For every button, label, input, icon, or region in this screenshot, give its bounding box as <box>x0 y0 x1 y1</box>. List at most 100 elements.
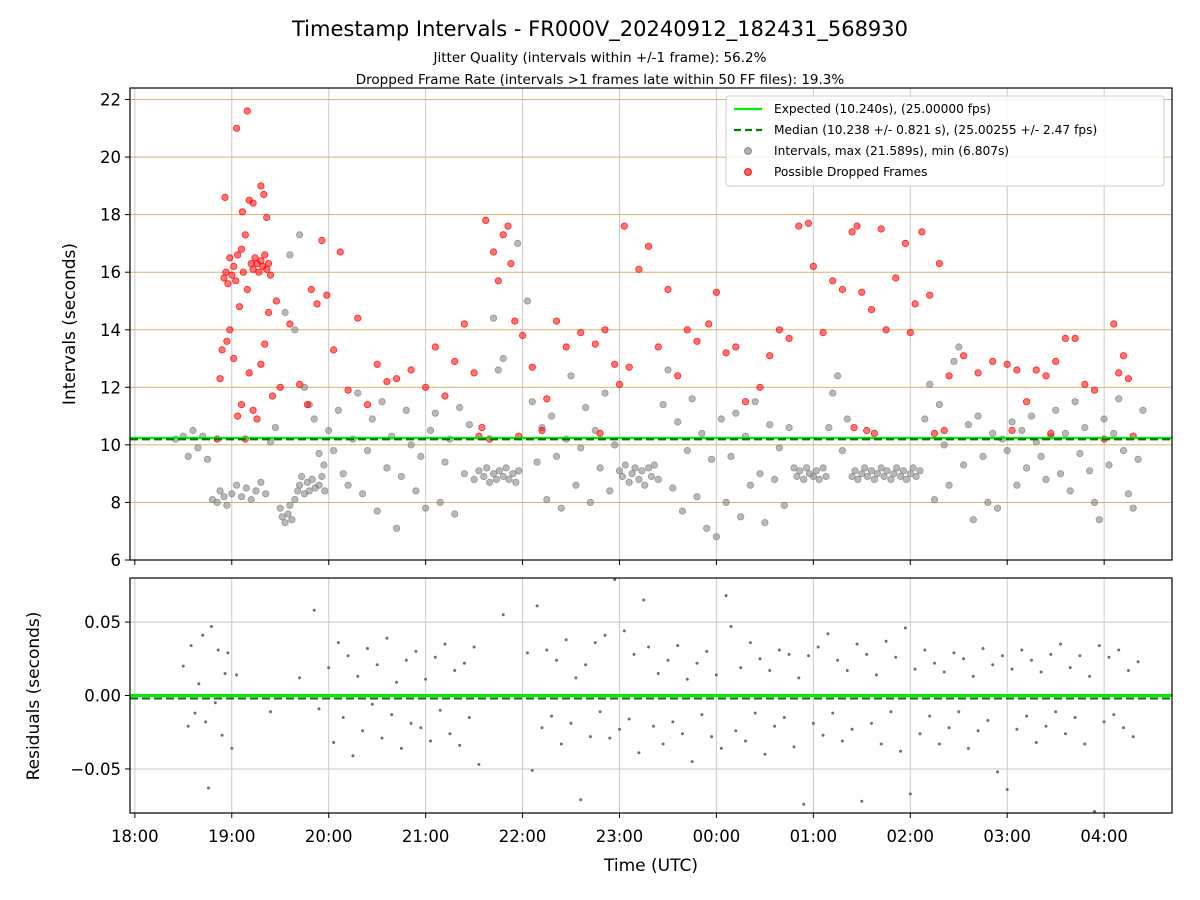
interval-point <box>315 449 323 458</box>
interval-point <box>276 504 284 512</box>
interval-point <box>940 441 948 449</box>
residual-point <box>763 752 767 756</box>
residual-point <box>223 672 227 675</box>
interval-point <box>896 472 905 481</box>
residual-point <box>448 732 452 736</box>
interval-point <box>465 421 473 429</box>
interval-point <box>223 501 231 509</box>
dropped-frame-point <box>263 213 271 222</box>
residual-point <box>540 726 544 730</box>
interval-point <box>883 467 891 475</box>
residual-point <box>220 733 224 737</box>
x-tick-label: 23:00 <box>596 827 644 846</box>
dropped-frame-point <box>901 239 910 247</box>
interval-point <box>220 493 228 501</box>
residual-point <box>991 663 995 667</box>
dropped-frame-point <box>230 354 238 363</box>
top-y-tick-label: 18 <box>100 206 121 225</box>
dropped-frame-point <box>243 285 251 294</box>
interval-point <box>543 495 551 504</box>
interval-point <box>373 507 381 515</box>
interval-point <box>751 398 759 406</box>
residual-point <box>230 746 234 750</box>
interval-point <box>785 423 793 432</box>
interval-point <box>1119 446 1128 455</box>
residual-point <box>574 676 578 680</box>
residual-point <box>424 677 428 681</box>
residual-point <box>1010 667 1014 671</box>
residual-point <box>651 724 655 728</box>
residual-point <box>744 739 747 743</box>
interval-point <box>489 470 498 478</box>
residual-point <box>1030 658 1033 662</box>
interval-point <box>916 467 924 475</box>
dropped-frame-point <box>507 259 515 268</box>
interval-point <box>601 389 609 397</box>
dropped-frame-point <box>249 265 257 273</box>
interval-point <box>631 464 639 472</box>
interval-point <box>288 516 296 524</box>
dropped-frame-point <box>226 254 234 262</box>
residual-point <box>966 746 970 750</box>
dropped-frame-point <box>255 268 263 276</box>
dropped-frame-point <box>257 360 265 368</box>
residual-point <box>390 713 394 717</box>
interval-point <box>512 478 520 486</box>
dropped-frame-point <box>407 366 415 374</box>
residual-point <box>957 710 961 714</box>
residual-point <box>855 642 859 646</box>
dropped-frame-point <box>850 423 858 432</box>
residual-point <box>748 641 752 645</box>
residual-point <box>1112 713 1116 717</box>
residual-point <box>235 673 239 677</box>
dropped-frame-point <box>858 288 866 296</box>
residual-point <box>477 763 481 766</box>
interval-point <box>822 472 830 481</box>
interval-point <box>344 481 352 489</box>
dropped-frame-point <box>230 262 238 270</box>
dropped-frame-point <box>460 320 468 328</box>
interval-point <box>647 472 656 481</box>
dropped-frame-point <box>615 380 624 388</box>
residual-point <box>613 578 617 581</box>
interval-point <box>286 501 294 509</box>
dropped-frame-point <box>1032 366 1040 374</box>
residual-point <box>1117 648 1121 652</box>
dropped-frame-point <box>383 377 391 386</box>
residual-point <box>836 658 840 662</box>
dropped-frame-point <box>1047 429 1055 437</box>
interval-point <box>257 478 265 486</box>
interval-point <box>421 504 430 512</box>
dropped-frame-point <box>766 352 774 360</box>
residual-point <box>986 719 990 722</box>
residual-point <box>1000 654 1004 658</box>
interval-point <box>295 481 304 489</box>
residual-point <box>1015 727 1019 731</box>
interval-point <box>780 501 788 509</box>
residual-point <box>734 729 738 733</box>
interval-point <box>926 380 934 388</box>
residual-point <box>739 666 743 670</box>
dropped-frame-point <box>237 400 246 409</box>
residual-point <box>332 741 336 744</box>
dropped-frame-point <box>591 340 599 348</box>
residual-point <box>777 648 781 652</box>
interval-point <box>746 481 755 489</box>
dropped-frame-point <box>935 259 944 268</box>
residual-point <box>598 710 602 714</box>
residual-point <box>792 745 796 749</box>
dropped-frame-point <box>266 271 275 279</box>
interval-point <box>815 475 823 483</box>
interval-point <box>935 400 944 409</box>
residual-point <box>865 652 869 656</box>
interval-point <box>194 444 202 452</box>
residual-point <box>458 743 462 747</box>
residual-point <box>918 732 922 736</box>
interval-point <box>858 470 866 478</box>
dropped-frame-point <box>644 242 653 250</box>
dropped-frame-point <box>562 343 570 351</box>
residual-point <box>409 721 413 725</box>
interval-point <box>625 478 633 486</box>
interval-point <box>793 472 801 481</box>
